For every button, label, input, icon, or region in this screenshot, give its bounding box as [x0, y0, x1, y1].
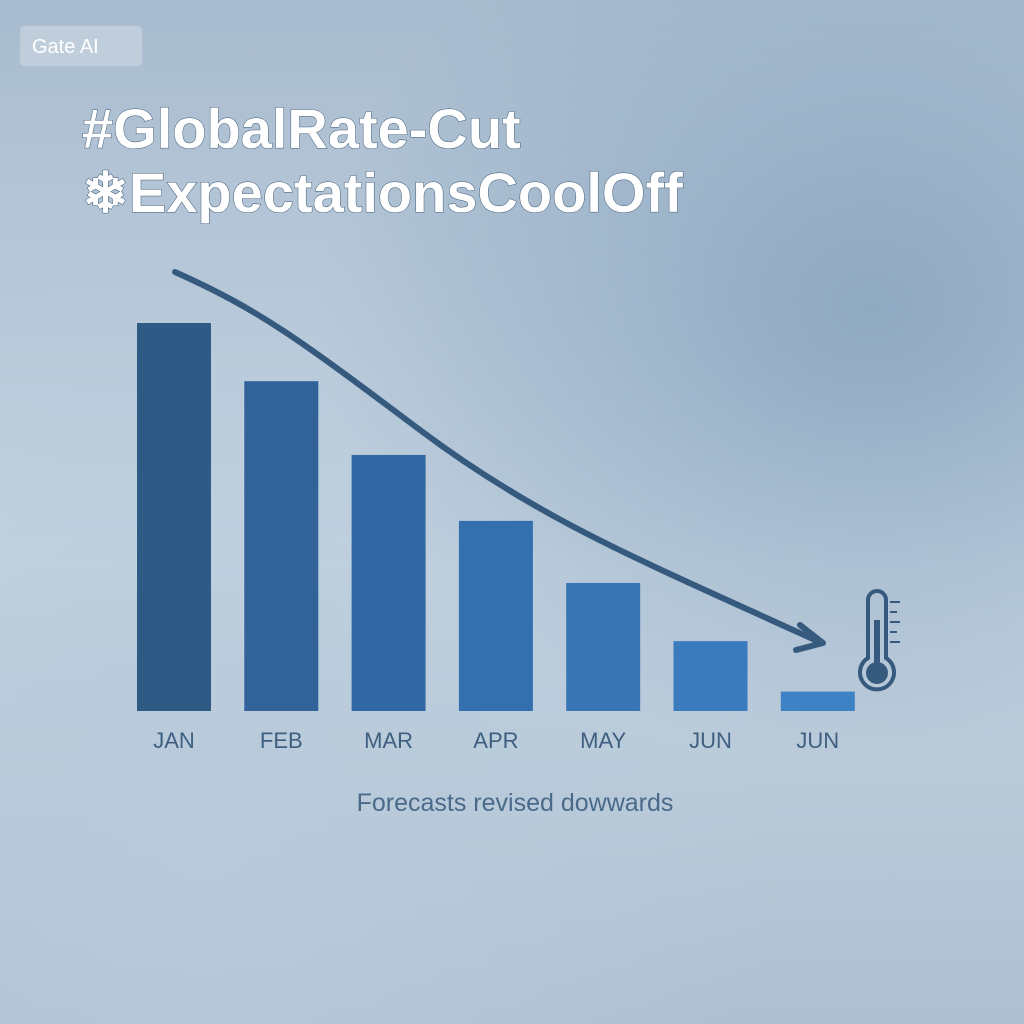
bar: [351, 454, 426, 711]
bar: [673, 641, 748, 711]
x-tick-label: FEB: [260, 728, 303, 753]
x-tick-label: JUN: [796, 728, 839, 753]
thermometer-icon: [858, 589, 900, 692]
bar: [137, 323, 211, 711]
trend-arrow: [172, 269, 818, 643]
chart-title: ❄ExpectationsCoolOff: [82, 161, 683, 224]
arrow-head: [793, 622, 826, 653]
bar: [244, 381, 319, 711]
bar: [780, 691, 855, 711]
caption: Forecasts revised dowwards: [357, 789, 674, 817]
x-tick-label: JUN: [689, 728, 732, 753]
x-tick-label: MAR: [364, 728, 413, 753]
watermark-box: [20, 26, 142, 66]
x-tick-label: JAN: [153, 728, 195, 753]
watermark: Gate AI: [32, 36, 99, 58]
bar: [458, 520, 533, 711]
x-tick-label: MAY: [580, 728, 626, 753]
x-tick-label: APR: [473, 728, 518, 753]
bar: [566, 582, 641, 711]
chart-title: #GlobalRate-Cut: [82, 97, 521, 160]
